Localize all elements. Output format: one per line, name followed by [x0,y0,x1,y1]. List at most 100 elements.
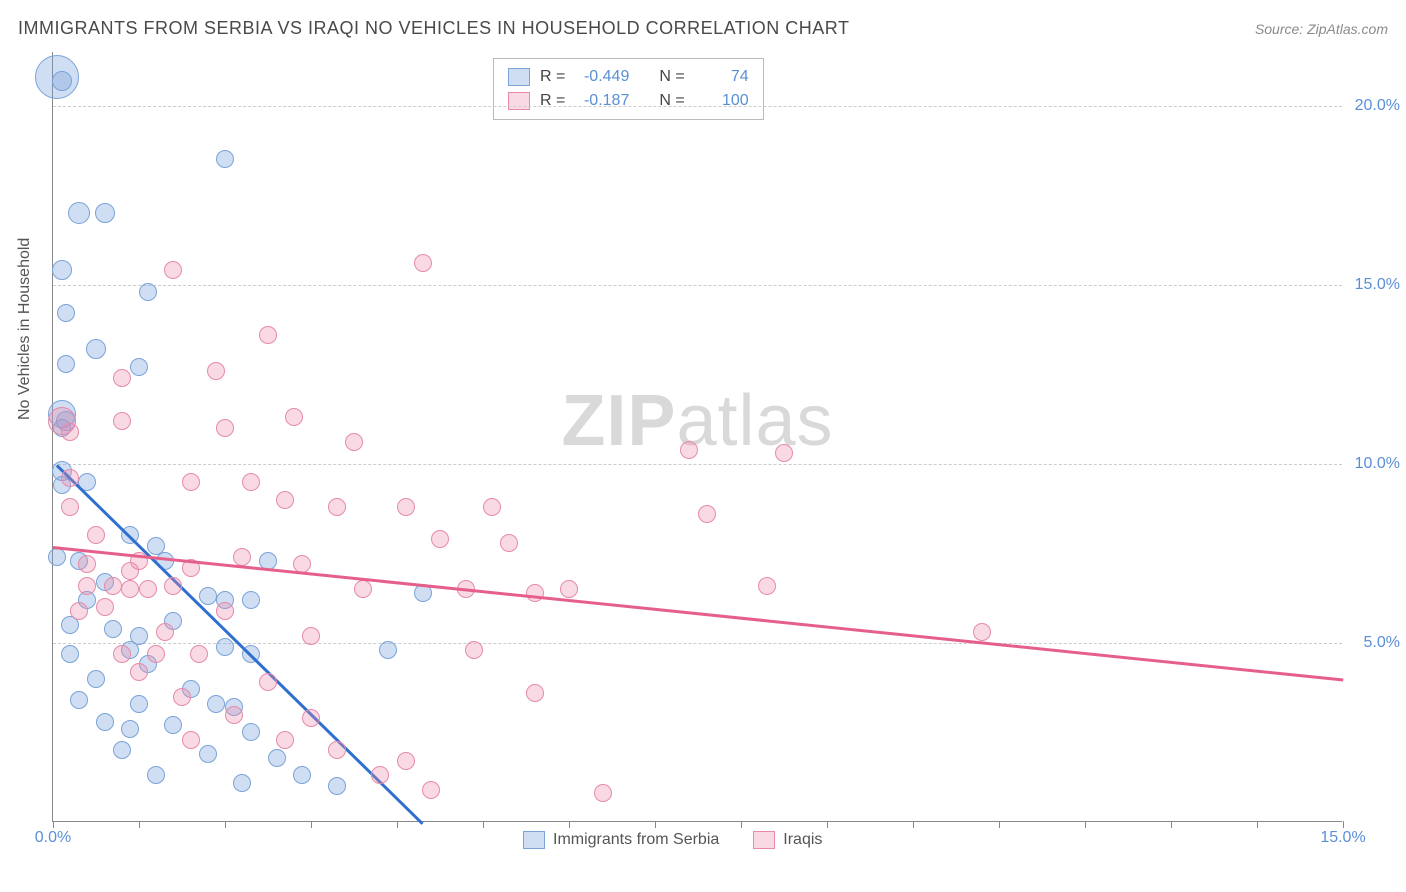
legend-swatch [523,831,545,849]
data-point [199,745,217,763]
data-point [293,766,311,784]
data-point [560,580,578,598]
data-point [216,419,234,437]
data-point [48,548,66,566]
watermark-bold: ZIP [561,381,676,461]
data-point [775,444,793,462]
source-attribution: Source: ZipAtlas.com [1255,21,1388,37]
data-point [216,150,234,168]
data-point [302,709,320,727]
data-point [207,695,225,713]
data-point [57,304,75,322]
stats-n-value: 74 [695,65,749,89]
data-point [397,498,415,516]
data-point [242,591,260,609]
data-point [52,71,72,91]
stats-n-label: N = [659,89,684,113]
data-point [61,423,79,441]
chart-title: IMMIGRANTS FROM SERBIA VS IRAQI NO VEHIC… [18,18,849,39]
stats-r-value: -0.187 [575,89,629,113]
legend-swatch [753,831,775,849]
legend-swatch [508,92,530,110]
data-point [199,587,217,605]
y-axis-title: No Vehicles in Household [16,238,34,420]
data-point [242,473,260,491]
stats-n-value: 100 [695,89,749,113]
data-point [973,623,991,641]
data-point [130,663,148,681]
data-point [78,577,96,595]
data-point [139,580,157,598]
data-point [414,254,432,272]
data-point [259,673,277,691]
data-point [61,498,79,516]
data-point [121,720,139,738]
data-point [78,555,96,573]
x-tick-label: 0.0% [35,829,71,847]
data-point [594,784,612,802]
data-point [61,645,79,663]
data-point [285,408,303,426]
data-point [242,723,260,741]
data-point [121,580,139,598]
data-point [104,577,122,595]
stats-row: R =-0.187N =100 [508,89,749,113]
data-point [52,260,72,280]
data-point [302,627,320,645]
data-point [147,766,165,784]
data-point [96,713,114,731]
data-point [216,602,234,620]
data-point [113,645,131,663]
data-point [70,691,88,709]
data-point [483,498,501,516]
data-point [156,623,174,641]
data-point [164,716,182,734]
data-point [182,731,200,749]
data-point [397,752,415,770]
data-point [680,441,698,459]
plot-area: ZIPatlas R =-0.449N =74R =-0.187N =100 I… [52,52,1342,822]
data-point [276,491,294,509]
data-point [526,684,544,702]
data-point [268,749,286,767]
data-point [61,469,79,487]
legend-item: Immigrants from Serbia [523,831,719,849]
data-point [233,548,251,566]
data-point [526,584,544,602]
data-point [130,358,148,376]
x-tick-mark [827,821,828,828]
data-point [57,355,75,373]
stats-r-value: -0.449 [575,65,629,89]
x-tick-mark [569,821,570,828]
data-point [164,577,182,595]
watermark-light: atlas [676,381,833,461]
legend-label: Iraqis [783,831,822,849]
data-point [113,369,131,387]
data-point [95,203,115,223]
y-tick-label: 20.0% [1355,97,1400,115]
data-point [225,706,243,724]
gridline-h [53,285,1342,286]
x-tick-label: 15.0% [1320,829,1365,847]
data-point [371,766,389,784]
data-point [354,580,372,598]
x-tick-mark [53,821,54,828]
data-point [113,741,131,759]
x-tick-mark [397,821,398,828]
data-point [113,412,131,430]
legend-label: Immigrants from Serbia [553,831,719,849]
data-point [87,526,105,544]
stats-row: R =-0.449N =74 [508,65,749,89]
gridline-h [53,643,1342,644]
data-point [139,283,157,301]
x-tick-mark [225,821,226,828]
data-point [68,202,90,224]
data-point [698,505,716,523]
x-tick-mark [913,821,914,828]
x-tick-mark [1257,821,1258,828]
data-point [96,598,114,616]
x-tick-mark [999,821,1000,828]
data-point [173,688,191,706]
data-point [130,695,148,713]
data-point [182,473,200,491]
